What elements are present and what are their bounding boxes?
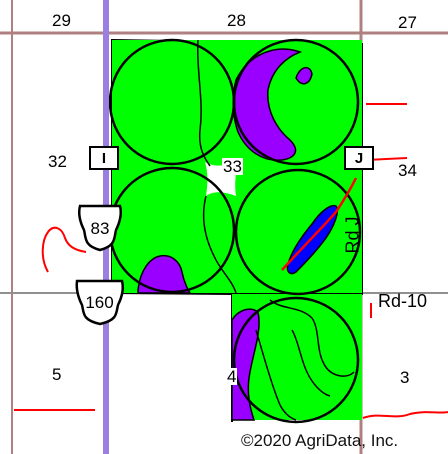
red-line-left-creek (41, 226, 87, 273)
soil-line-5 (291, 329, 331, 397)
soil-line-4 (255, 329, 297, 421)
rd-j-label: Rd J (342, 216, 363, 254)
soil-lines (196, 39, 355, 421)
soil-line-3 (269, 299, 355, 377)
pivot-circle-se (234, 168, 362, 296)
us-83-label: 83 (90, 219, 110, 238)
us-160-label: 160 (85, 293, 114, 312)
soil-line-1 (196, 39, 211, 167)
purple-zone-north (232, 48, 303, 161)
purple-zone-north-right (295, 66, 313, 85)
copyright-notice: ©2020 AgriData, Inc. (241, 431, 399, 450)
section-number-4: 4 (226, 367, 238, 386)
section-number-33: 33 (222, 157, 243, 176)
field-marker-j-label: J (354, 149, 364, 167)
section-number-5: 5 (52, 365, 62, 384)
section-number-32: 32 (48, 152, 67, 171)
section-number-3: 3 (400, 368, 410, 387)
field-marker-i: I (89, 146, 119, 170)
red-line-bottom-right (362, 411, 448, 419)
highway-shields (75, 204, 125, 326)
rd-j-red-line (281, 177, 358, 271)
us-83-shield (77, 204, 123, 252)
soil-line-2 (202, 195, 237, 294)
section-number-28: 28 (227, 11, 246, 30)
section-number-27: 27 (398, 13, 417, 32)
pivot-circle-ne (232, 38, 360, 166)
pivot-circle-south (232, 296, 360, 424)
field-marker-j: J (344, 146, 374, 170)
section-number-29: 29 (52, 11, 71, 30)
pivot-circles (108, 38, 362, 424)
rd-10-label: Rd-10 (378, 291, 428, 311)
us-160-shield (75, 279, 125, 326)
section-number-34: 34 (398, 161, 417, 180)
field-marker-i-label: I (101, 149, 107, 167)
